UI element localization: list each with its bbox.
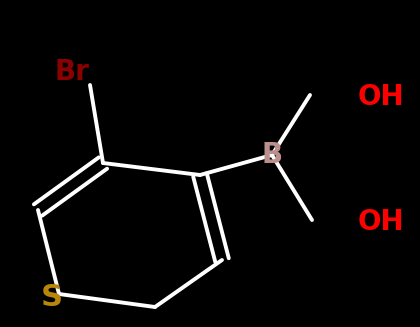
Text: S: S [41,284,63,313]
Text: B: B [261,141,283,169]
Text: OH: OH [358,208,404,236]
Text: OH: OH [358,83,404,111]
Text: Br: Br [55,58,89,86]
